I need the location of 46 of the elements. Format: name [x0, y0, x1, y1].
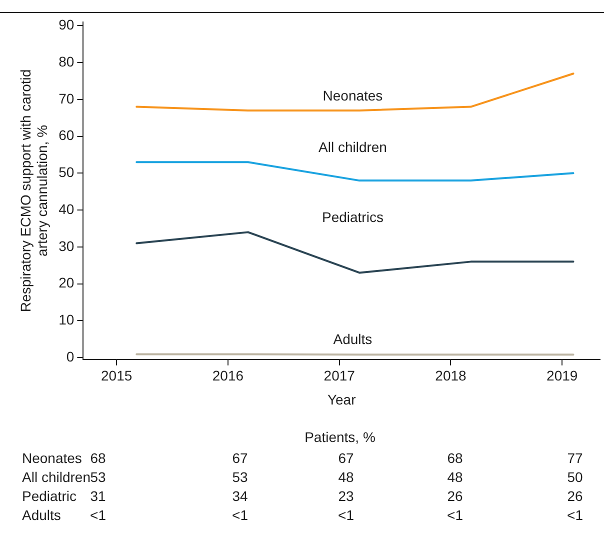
text: 26 — [567, 488, 583, 504]
y-tick-label: 10 — [58, 312, 74, 328]
y-tick-label: 40 — [58, 200, 74, 217]
y-tick-label: 30 — [58, 238, 74, 254]
text: 53 — [232, 468, 248, 485]
text: Pediatrics — [322, 209, 384, 226]
text: 50 — [567, 468, 583, 485]
y-tick-label: 0 — [66, 348, 74, 364]
x-tick-label: 2018 — [435, 368, 467, 384]
text: All children — [22, 468, 90, 485]
text: <1 — [447, 506, 464, 523]
text: 68 — [447, 450, 463, 466]
y-tick-label: 90 — [58, 16, 74, 33]
text: 31 — [90, 488, 106, 504]
y-tick-label: 20 — [58, 274, 74, 291]
x-tick-label: 2015 — [101, 368, 132, 384]
text: 34 — [232, 488, 248, 504]
text: <1 — [90, 506, 106, 523]
text: 67 — [338, 450, 354, 466]
text: <1 — [567, 506, 584, 523]
text: 23 — [338, 488, 354, 504]
text: Neonates — [22, 450, 82, 466]
y-tick-label: 80 — [58, 53, 74, 70]
text: 48 — [338, 468, 354, 485]
text: Pediatric — [22, 488, 76, 504]
y-tick-label: 60 — [58, 127, 74, 144]
series-label: Adults — [333, 331, 372, 348]
text: Adults — [22, 506, 61, 523]
x-tick-label: 2019 — [546, 368, 578, 384]
y-axis-title: Respiratory ECMO support with carotid artery cannulation, % — [17, 69, 50, 312]
series-label: All children — [318, 138, 387, 155]
x-tick-label: 2016 — [212, 368, 244, 384]
text: 26 — [447, 488, 463, 504]
text: <1 — [338, 506, 354, 523]
text: <1 — [232, 506, 248, 523]
x-tick-label: 2017 — [324, 368, 356, 384]
text: 77 — [567, 450, 583, 466]
y-tick-label: 70 — [58, 90, 74, 106]
y-tick-label: 50 — [58, 164, 74, 180]
text: 67 — [232, 450, 248, 466]
text: 68 — [90, 450, 106, 466]
series-label: Neonates — [322, 87, 383, 104]
text: Patients, % — [304, 428, 376, 445]
text: 48 — [447, 468, 463, 485]
x-axis-title: Year — [327, 391, 356, 408]
text: 53 — [90, 468, 106, 485]
